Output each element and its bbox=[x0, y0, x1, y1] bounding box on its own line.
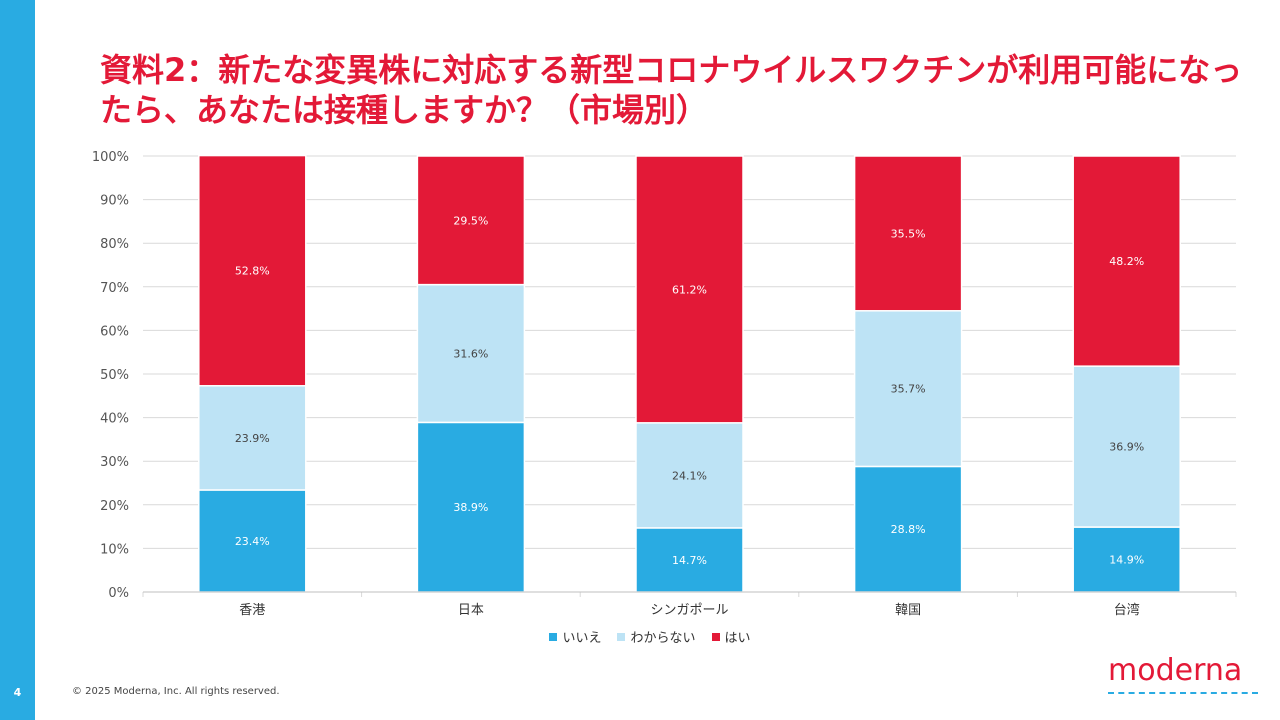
page-number: 4 bbox=[13, 686, 22, 699]
bar-segment bbox=[416, 421, 526, 593]
x-category-label: シンガポール bbox=[650, 603, 728, 618]
data-label: 36.9% bbox=[1109, 441, 1144, 454]
y-tick-label: 100% bbox=[92, 150, 129, 165]
bar-segment bbox=[198, 385, 307, 491]
x-category-label: 香港 bbox=[239, 603, 265, 618]
data-label: 28.8% bbox=[891, 523, 926, 536]
x-category-label: 日本 bbox=[458, 603, 484, 618]
data-label: 61.2% bbox=[672, 283, 707, 296]
y-tick-label: 50% bbox=[100, 368, 129, 383]
legend-label: わからない bbox=[630, 631, 696, 646]
legend-item: わからない bbox=[617, 627, 696, 646]
legend-label: いいえ bbox=[562, 631, 602, 646]
moderna-logo: moderna bbox=[1108, 656, 1268, 700]
data-label: 14.7% bbox=[672, 554, 707, 567]
data-label: 23.9% bbox=[235, 432, 270, 445]
data-label: 35.5% bbox=[891, 227, 926, 240]
bar-segment bbox=[853, 465, 963, 593]
data-label: 35.7% bbox=[891, 383, 926, 396]
chart-legend: いいえ わからない はい bbox=[0, 627, 1280, 646]
legend-item: はい bbox=[711, 627, 751, 646]
bar-segment bbox=[635, 155, 744, 424]
legend-swatch bbox=[711, 632, 720, 641]
y-tick-label: 80% bbox=[100, 237, 129, 252]
legend-swatch bbox=[617, 632, 626, 641]
legend-item: いいえ bbox=[549, 627, 601, 646]
logo-wordmark: moderna bbox=[1108, 653, 1243, 688]
bar-segment bbox=[853, 155, 963, 312]
data-label: 31.6% bbox=[453, 348, 488, 361]
x-category-label: 韓国 bbox=[895, 603, 921, 618]
slide-title: 資料2：新たな変異株に対応する新型コロナウイルスワクチンが利用可能になったら、あ… bbox=[100, 51, 1243, 129]
y-tick-label: 30% bbox=[100, 455, 129, 470]
left-accent-bar bbox=[0, 0, 35, 720]
y-tick-label: 20% bbox=[100, 499, 129, 514]
bar-segment bbox=[1072, 526, 1181, 593]
legend-label: はい bbox=[724, 631, 751, 646]
bar-segment bbox=[1072, 365, 1181, 528]
y-tick-label: 70% bbox=[100, 281, 129, 296]
bar-segment bbox=[416, 283, 526, 424]
y-tick-label: 90% bbox=[100, 194, 129, 209]
data-label: 14.9% bbox=[1109, 554, 1144, 567]
bar-segment bbox=[1072, 155, 1181, 367]
bar-segment bbox=[853, 310, 963, 468]
copyright-text: © 2025 Moderna, Inc. All rights reserved… bbox=[72, 686, 280, 697]
data-label: 23.4% bbox=[235, 535, 270, 548]
legend-swatch bbox=[549, 632, 558, 641]
data-label: 52.8% bbox=[235, 265, 270, 278]
data-label: 29.5% bbox=[453, 214, 488, 227]
bar-segment bbox=[198, 154, 307, 387]
x-category-label: 台湾 bbox=[1114, 602, 1140, 618]
logo-dashed-line bbox=[1108, 692, 1258, 694]
y-tick-label: 60% bbox=[100, 324, 129, 339]
data-label: 48.2% bbox=[1109, 255, 1144, 268]
bar-segment bbox=[416, 155, 526, 286]
y-tick-label: 0% bbox=[108, 586, 129, 601]
data-label: 24.1% bbox=[672, 469, 707, 482]
y-tick-label: 10% bbox=[100, 542, 129, 557]
data-label: 38.9% bbox=[453, 501, 488, 514]
bar-segment bbox=[635, 422, 744, 529]
y-tick-label: 40% bbox=[100, 412, 129, 427]
